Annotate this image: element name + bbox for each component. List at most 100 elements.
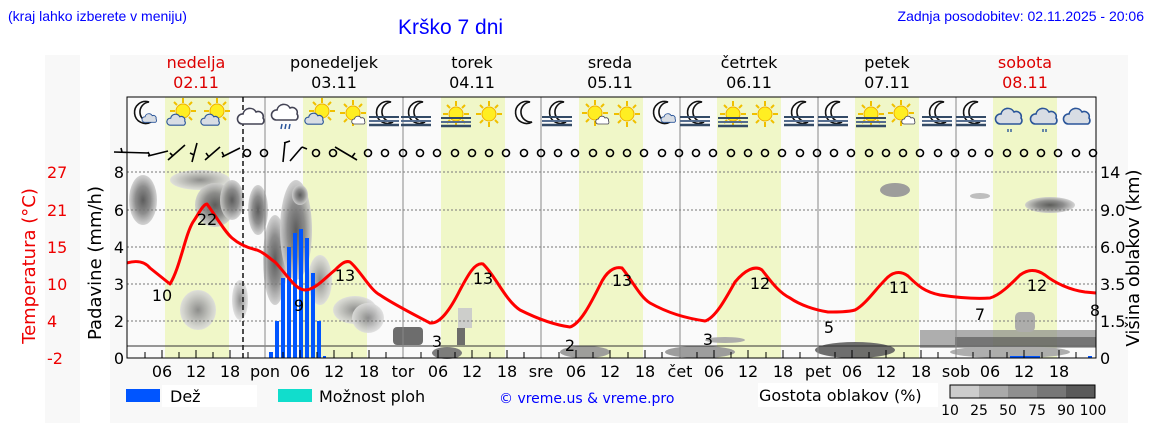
svg-text:10: 10: [47, 275, 67, 294]
svg-text:3: 3: [114, 275, 124, 294]
copyright: © vreme.us & vreme.pro: [499, 391, 674, 407]
showers-legend-label: Možnost ploh: [319, 387, 425, 406]
svg-text:90: 90: [1057, 403, 1075, 419]
svg-text:14: 14: [1100, 163, 1120, 182]
svg-text:12: 12: [186, 362, 206, 381]
svg-text:4: 4: [114, 238, 124, 257]
rain-bars: [269, 229, 1092, 358]
cloud-density-ticks: 10 25 50 75 90 100: [941, 403, 1106, 419]
page-title: Krško 7 dni: [398, 16, 504, 39]
svg-text:pon: pon: [250, 362, 280, 381]
cloud-axis-ticks: 14 9.0 6.0 3.5 1.5 0: [1100, 163, 1125, 368]
x-tick-labels: 06 12 18 pon 06 12 18 tor 06 12 18 sre 0…: [152, 362, 1069, 381]
svg-text:1.5: 1.5: [1100, 312, 1125, 331]
svg-text:06: 06: [428, 362, 448, 381]
svg-text:06: 06: [980, 362, 1000, 381]
temp-label: 9: [294, 296, 304, 315]
svg-text:21: 21: [47, 201, 67, 220]
svg-text:8: 8: [114, 163, 124, 182]
day-header-4: četrtek 06.11: [720, 53, 778, 92]
last-update: Zadnja posodobitev: 02.11.2025 - 20:06: [897, 8, 1144, 24]
temp-label: 13: [473, 269, 493, 288]
day-header-6: sobota 08.11: [997, 53, 1053, 92]
rain-legend-label: Dež: [170, 387, 201, 406]
cloud-drizzle-icon: [1029, 107, 1058, 132]
temp-axis-ticks: 27 21 15 10 4 -2: [47, 163, 67, 368]
temp-label: 13: [612, 271, 632, 290]
svg-text:06: 06: [704, 362, 724, 381]
svg-text:12: 12: [1014, 362, 1034, 381]
rain-legend-swatch: [126, 389, 160, 402]
svg-text:12: 12: [738, 362, 758, 381]
svg-text:-2: -2: [47, 349, 63, 368]
temp-labels: 10 22 9 13 3 13 2 13 3 12 5 11 7 12 8: [152, 210, 1100, 355]
cloud-density-label: Gostota oblakov (%): [759, 386, 922, 405]
temp-label: 12: [750, 274, 770, 293]
day-separators: [264, 97, 957, 358]
temp-label: 13: [335, 266, 355, 285]
svg-text:6: 6: [114, 201, 124, 220]
svg-text:9.0: 9.0: [1100, 201, 1125, 220]
svg-text:27: 27: [47, 163, 67, 182]
precip-axis-ticks: 8 6 4 3 2 0: [114, 163, 124, 368]
day-header-3: sreda 05.11: [587, 53, 633, 92]
temp-label: 12: [1027, 276, 1047, 295]
svg-text:čet: čet: [668, 362, 693, 381]
svg-text:0: 0: [114, 349, 124, 368]
day-header-2: torek 04.11: [449, 53, 495, 92]
svg-text:25: 25: [970, 403, 988, 419]
cloud-axis-label: Višina oblakov (km): [1123, 169, 1144, 346]
svg-text:0: 0: [1100, 349, 1110, 368]
temp-label: 8: [1090, 301, 1100, 320]
x-ticks: [144, 350, 1077, 358]
svg-text:3.5: 3.5: [1100, 275, 1125, 294]
temp-label: 5: [824, 318, 834, 337]
svg-text:15: 15: [47, 238, 67, 257]
svg-text:18: 18: [911, 362, 931, 381]
svg-text:06: 06: [566, 362, 586, 381]
temp-label: 22: [197, 210, 217, 229]
svg-text:100: 100: [1080, 403, 1107, 419]
temp-axis-background: [45, 55, 80, 423]
svg-text:pet: pet: [805, 362, 831, 381]
cloud-density-scale: [949, 384, 1096, 399]
cloud-rain-icon: [270, 103, 299, 130]
svg-text:18: 18: [1049, 362, 1069, 381]
svg-text:18: 18: [773, 362, 793, 381]
svg-text:18: 18: [497, 362, 517, 381]
wind-barbs: [113, 140, 358, 163]
svg-text:75: 75: [1028, 403, 1046, 419]
temp-label: 7: [975, 305, 985, 324]
svg-text:18: 18: [359, 362, 379, 381]
svg-text:4: 4: [47, 312, 57, 331]
svg-text:06: 06: [842, 362, 862, 381]
temp-axis-label: Temperatura (°C): [19, 188, 40, 345]
precip-axis-label: Padavine (mm/h): [85, 186, 106, 340]
day-header-1: ponedeljek 03.11: [290, 53, 378, 92]
svg-text:sre: sre: [529, 362, 553, 381]
svg-text:2: 2: [114, 312, 124, 331]
cloud-drizzle-icon: [994, 107, 1023, 132]
svg-text:12: 12: [876, 362, 896, 381]
svg-text:18: 18: [635, 362, 655, 381]
svg-text:12: 12: [600, 362, 620, 381]
temperature-line: [126, 202, 1097, 329]
temp-label: 2: [565, 336, 575, 355]
svg-text:6.0: 6.0: [1100, 238, 1125, 257]
region-hint: (kraj lahko izberete v meniju): [8, 8, 187, 24]
temp-label: 3: [432, 332, 442, 351]
temp-label: 3: [703, 330, 713, 349]
temp-label: 11: [889, 278, 909, 297]
svg-text:12: 12: [324, 362, 344, 381]
showers-legend-swatch: [278, 389, 312, 402]
day-header-5: petek 07.11: [864, 53, 910, 92]
svg-text:18: 18: [220, 362, 240, 381]
svg-text:06: 06: [152, 362, 172, 381]
cloud-density: [129, 170, 1096, 359]
temp-label: 10: [152, 286, 172, 305]
svg-text:06: 06: [290, 362, 310, 381]
svg-text:12: 12: [462, 362, 482, 381]
weather-icons: [133, 97, 1091, 132]
svg-text:tor: tor: [392, 362, 415, 381]
